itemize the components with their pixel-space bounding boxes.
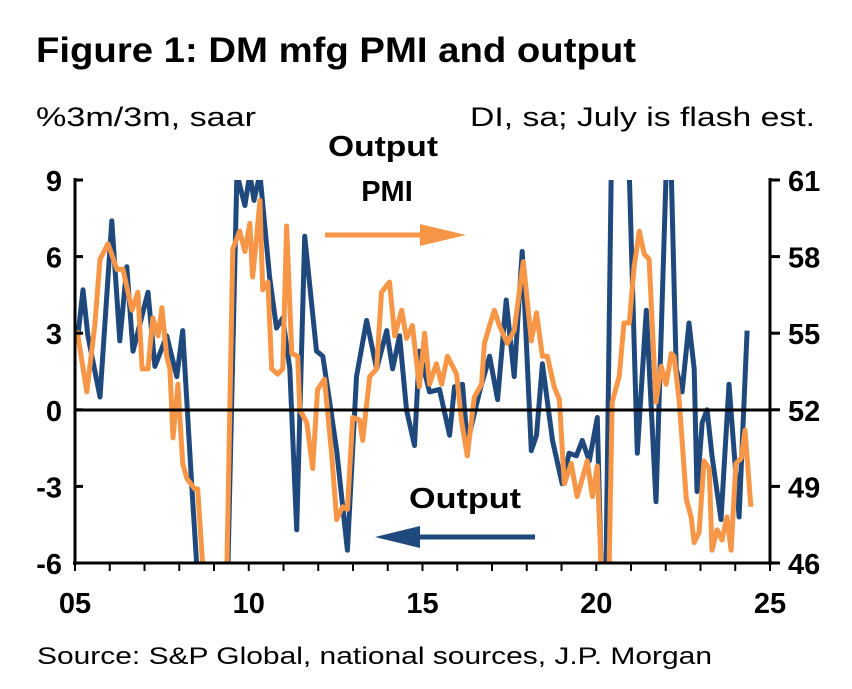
left-tick-label: -6 (36, 549, 62, 581)
series-line-output (75, 180, 750, 563)
x-tick-label: 10 (233, 588, 265, 620)
right-tick-label: 52 (788, 396, 820, 428)
ticks-layer: 05 10 15 20 25 9 6 3 0 -3 -6 61 58 55 52 49 46 (36, 166, 820, 620)
left-tick-label: 9 (46, 166, 62, 198)
x-tick-label: 20 (580, 588, 612, 620)
pmi-annotation-line1: Output (328, 131, 438, 163)
left-tick-label: 6 (46, 243, 62, 275)
left-tick-label: 3 (46, 319, 62, 351)
right-tick-label: 58 (788, 243, 820, 275)
right-tick-label: 49 (788, 472, 820, 504)
series-line-pmi (75, 197, 754, 563)
right-axis-label: DI, sa; July is flash est. (470, 102, 815, 132)
left-axis-label: %3m/3m, saar (36, 102, 256, 132)
x-tick-label: 25 (754, 588, 786, 620)
left-tick-label: 0 (46, 396, 62, 428)
source-note: Source: S&P Global, national sources, J.… (37, 643, 712, 670)
chart-title: Figure 1: DM mfg PMI and output (36, 31, 636, 70)
right-tick-label: 61 (788, 166, 820, 198)
pmi-arrow-icon (325, 224, 466, 246)
x-tick-label: 15 (406, 588, 438, 620)
pmi-annotation-line2: PMI (361, 176, 413, 208)
right-tick-label: 46 (788, 549, 820, 581)
output-arrow-icon (375, 526, 535, 548)
series-layer (75, 180, 754, 563)
output-annotation: Output (409, 483, 521, 515)
right-tick-label: 55 (788, 319, 820, 351)
left-tick-label: -3 (36, 472, 62, 504)
x-tick-label: 05 (59, 588, 91, 620)
